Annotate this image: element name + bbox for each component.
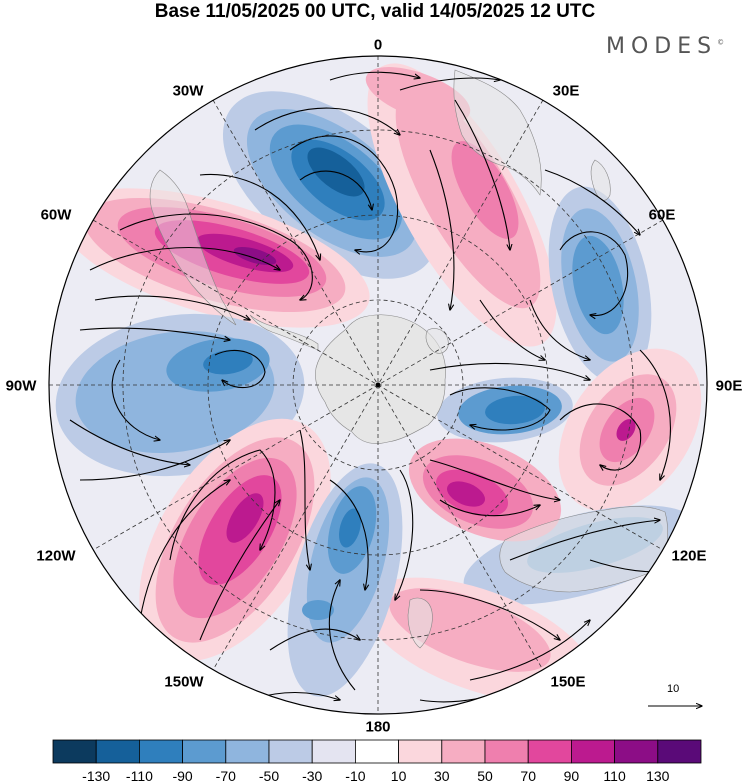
lon-label-90w: 90W (5, 377, 37, 395)
anomaly-positive-100e (558, 348, 702, 512)
africa-landmass (453, 69, 542, 196)
anomaly-field (49, 56, 707, 714)
lon-label-180: 180 (365, 718, 391, 736)
lon-label-120e: 120E (671, 547, 707, 565)
map-title: Base 11/05/2025 00 UTC, valid 14/05/2025… (154, 1, 596, 22)
map-border (48, 55, 708, 715)
lon-label-30w: 30W (172, 82, 204, 100)
lon-label-60e: 60E (648, 206, 676, 224)
modes-logo: MODES© (606, 34, 724, 59)
lon-label-150e: 150E (550, 673, 586, 691)
brand-mark: © (717, 38, 725, 47)
anomaly-negative-nw (222, 91, 438, 279)
kerguelen-island (425, 328, 449, 354)
reference-vector-label: 10 (667, 683, 680, 695)
anomaly-negative-90e (437, 377, 573, 443)
lon-label-120w: 120W (36, 547, 76, 565)
anomaly-positive-30e (365, 63, 557, 347)
lon-label-30e: 30E (552, 82, 580, 100)
lon-label-90e: 90E (715, 377, 743, 395)
brand-text: MODES (606, 34, 718, 59)
lon-label-60w: 60W (40, 206, 72, 224)
wind-streamlines (69, 71, 680, 703)
lon-label-0: 0 (373, 36, 383, 54)
anomaly-positive-110e (408, 438, 562, 542)
anomaly-negative-180 (287, 463, 403, 697)
south-pole-marker (375, 382, 381, 388)
lon-label-150w: 150W (164, 673, 204, 691)
